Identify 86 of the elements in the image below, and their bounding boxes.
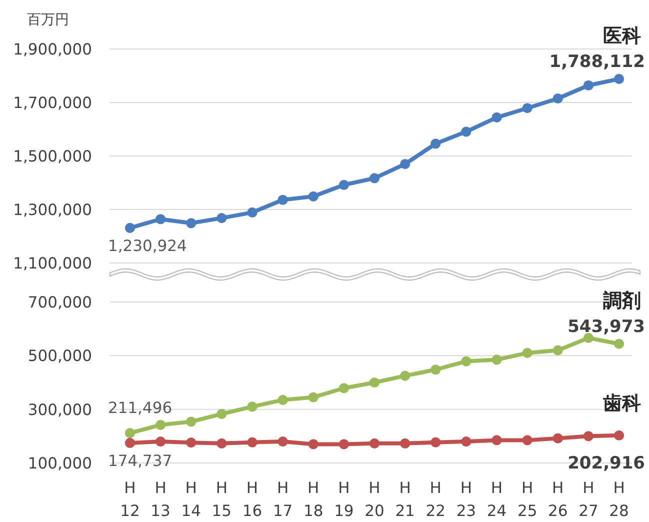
point <box>247 402 258 412</box>
point <box>461 126 472 137</box>
x-tick-label: H 17 <box>272 479 293 520</box>
point <box>186 438 196 448</box>
point <box>369 377 380 388</box>
point <box>216 438 227 448</box>
x-tick-label: H 22 <box>426 479 446 520</box>
point <box>492 112 502 123</box>
point <box>308 439 318 450</box>
x-tick-label: H 12 <box>120 479 140 520</box>
series-label: 調剤 <box>603 290 642 312</box>
point <box>552 345 563 356</box>
point <box>492 354 502 365</box>
data-label: 211,496 <box>108 399 172 418</box>
x-tick-label: H 26 <box>548 479 568 520</box>
point <box>278 436 288 447</box>
point <box>430 138 441 149</box>
point <box>278 394 288 405</box>
point <box>522 435 532 446</box>
point <box>186 416 196 427</box>
data-label: 543,973 <box>568 316 646 337</box>
point <box>156 214 166 224</box>
x-tick-label: H 19 <box>334 479 354 520</box>
x-tick-label: H 13 <box>150 479 170 520</box>
y-tick-label: 1,900,000 <box>13 40 92 58</box>
point <box>308 191 318 202</box>
point <box>216 213 227 224</box>
point <box>247 437 258 448</box>
x-tick-label: H 27 <box>578 479 598 520</box>
x-tick-label: H 28 <box>609 479 629 520</box>
point <box>124 438 136 448</box>
point <box>492 435 502 446</box>
y-tick-label: 500,000 <box>28 347 92 366</box>
point <box>278 194 288 205</box>
y-tick-label: 300,000 <box>28 400 92 419</box>
point <box>583 80 594 90</box>
series-label: 医科 <box>603 24 642 47</box>
point <box>369 173 380 184</box>
x-tick-label: H 14 <box>181 479 201 520</box>
point <box>461 356 472 366</box>
data-label: 174,737 <box>108 452 172 470</box>
point <box>400 370 410 381</box>
series-label: 歯科 <box>602 392 642 414</box>
point <box>369 438 380 448</box>
x-tick-label: H 20 <box>364 479 384 520</box>
x-tick-label: H 21 <box>395 479 415 520</box>
point <box>430 437 441 448</box>
x-tick-label: H 25 <box>517 479 538 520</box>
x-tick-label: H 16 <box>242 479 262 520</box>
point <box>430 364 441 375</box>
point <box>583 431 594 442</box>
point <box>338 180 349 190</box>
point <box>124 222 136 234</box>
point <box>156 420 166 430</box>
point <box>124 428 136 438</box>
point <box>614 74 624 84</box>
data-label: 1,230,924 <box>108 236 187 255</box>
data-label: 1,788,112 <box>549 52 646 72</box>
point <box>400 158 410 170</box>
y-tick-label: 700,000 <box>28 293 92 312</box>
point <box>522 103 532 114</box>
point <box>338 383 349 394</box>
point <box>614 338 624 349</box>
data-label: 202,916 <box>568 453 646 474</box>
y-tick-label: 1,300,000 <box>13 200 92 219</box>
point <box>400 438 410 448</box>
point <box>552 93 563 104</box>
point <box>338 439 349 450</box>
point <box>614 430 624 440</box>
x-tick-label: H 18 <box>304 479 324 520</box>
point <box>552 433 563 444</box>
x-tick-label: H 23 <box>456 479 476 520</box>
y-tick-label: 1,500,000 <box>13 147 92 166</box>
y-axis-title: 百万円 <box>27 12 69 28</box>
x-tick-label: H 15 <box>212 479 232 520</box>
y-tick-label: 100,000 <box>28 454 92 472</box>
point <box>461 436 472 447</box>
point <box>186 218 196 228</box>
point <box>522 348 532 358</box>
y-tick-label: 1,100,000 <box>13 254 92 272</box>
point <box>156 436 166 447</box>
point <box>308 392 318 402</box>
point <box>247 207 258 218</box>
point <box>216 408 227 419</box>
y-tick-label: 1,700,000 <box>13 94 92 112</box>
x-tick-label: H 24 <box>486 479 507 520</box>
